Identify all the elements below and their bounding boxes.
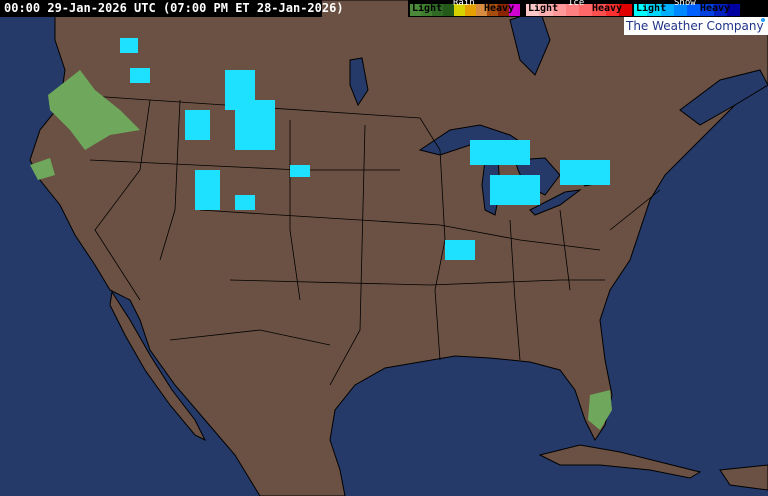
ice-swatch xyxy=(592,4,606,16)
ice-swatch xyxy=(565,4,579,16)
timestamp: 00:00 29-Jan-2026 UTC (07:00 PM ET 28-Ja… xyxy=(4,1,344,15)
rain-scale xyxy=(410,4,520,16)
snow-michigan xyxy=(470,140,530,165)
rain-swatch xyxy=(498,4,509,16)
rain-heavy-label: Heavy xyxy=(484,3,515,14)
weather-company-logo: The Weather Company xyxy=(624,17,768,35)
snow-ontario xyxy=(560,160,610,185)
rain-florida xyxy=(588,390,612,430)
rain-title: Rain xyxy=(453,0,475,8)
snow-wyoming xyxy=(195,170,220,210)
rain-swatch xyxy=(432,4,443,16)
ice-swatch xyxy=(605,4,619,16)
cuba xyxy=(538,444,702,479)
snow-swatch xyxy=(687,4,701,16)
rain-light-label: Light xyxy=(412,3,443,14)
snow-bc xyxy=(120,38,138,53)
lake-winnipeg xyxy=(349,57,369,107)
rain-swatch xyxy=(476,4,487,16)
state-borders xyxy=(74,94,661,386)
precip-legend: Light Heavy Rain Light Heavy Ice Light H… xyxy=(408,0,768,17)
rain-oregon-coast xyxy=(30,158,55,180)
ice-swatch xyxy=(539,4,553,16)
logo-dot-icon xyxy=(761,18,765,22)
snow-montana-2 xyxy=(235,100,275,150)
snow-light-label: Light xyxy=(636,3,667,14)
rain-swatch xyxy=(509,4,520,16)
lake-erie xyxy=(529,189,582,216)
rain-swatch xyxy=(487,4,498,16)
rain-swatch xyxy=(443,4,454,16)
land xyxy=(29,0,768,496)
rain-swatch xyxy=(465,4,476,16)
snow-swatch xyxy=(634,4,648,16)
snow-bc-2 xyxy=(130,68,150,83)
snow-swatch xyxy=(647,4,661,16)
hispaniola xyxy=(719,464,768,491)
snow-scale xyxy=(634,4,740,16)
ice-light-label: Light xyxy=(528,3,559,14)
rain-swatch xyxy=(421,4,432,16)
rain-swatch xyxy=(410,4,421,16)
timestamp-bar: 00:00 29-Jan-2026 UTC (07:00 PM ET 28-Ja… xyxy=(0,0,344,17)
rain-pacific-northwest xyxy=(48,70,140,150)
ice-swatch xyxy=(552,4,566,16)
snow-colorado xyxy=(235,195,255,210)
snow-lower-michigan xyxy=(490,175,540,205)
ice-scale xyxy=(526,4,632,16)
gulf-of-st-lawrence xyxy=(679,69,768,126)
ice-heavy-label: Heavy xyxy=(592,3,623,14)
ice-swatch xyxy=(618,4,632,16)
snow-idaho xyxy=(185,110,210,140)
snow-swatch xyxy=(673,4,687,16)
ice-title: Ice xyxy=(568,0,585,8)
snow-swatch xyxy=(660,4,674,16)
north-america-land xyxy=(29,0,768,496)
snow-swatch xyxy=(713,4,727,16)
precipitation xyxy=(30,38,612,430)
ice-swatch xyxy=(526,4,540,16)
snow-illinois xyxy=(445,240,475,260)
snow-title: Snow xyxy=(674,0,696,8)
ice-swatch xyxy=(579,4,593,16)
snow-swatch xyxy=(726,4,740,16)
baja-peninsula xyxy=(109,290,207,442)
brand-name: The Weather Company xyxy=(626,19,764,33)
rain-swatch xyxy=(454,4,465,16)
snow-swatch xyxy=(700,4,714,16)
snow-sd xyxy=(290,165,310,177)
snow-heavy-label: Heavy xyxy=(700,3,731,14)
